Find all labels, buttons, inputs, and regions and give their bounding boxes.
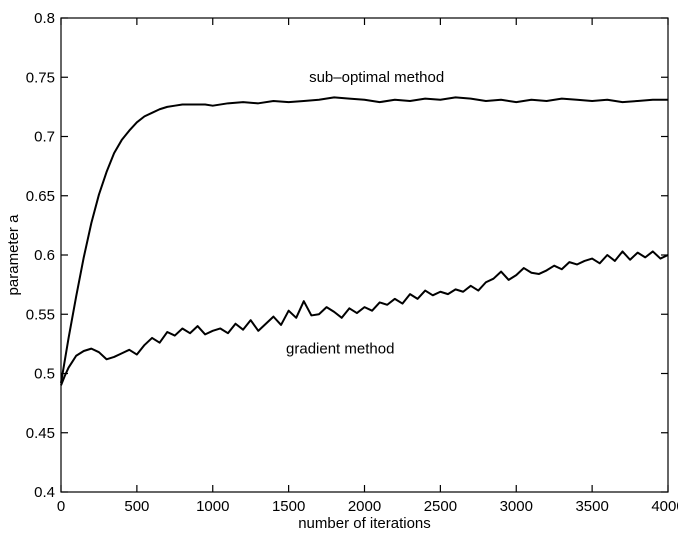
y-tick-label: 0.65 <box>26 188 55 205</box>
x-tick-label: 3500 <box>575 498 608 515</box>
series-line-1 <box>60 96 668 384</box>
plot-area <box>60 17 669 493</box>
y-tick-label: 0.55 <box>26 306 55 323</box>
x-axis-label: number of iterations <box>298 515 431 532</box>
y-tick-label: 0.5 <box>34 366 55 383</box>
y-axis-label: parameter a <box>5 214 22 296</box>
y-tick-label: 0.45 <box>26 425 55 442</box>
series-line-2 <box>60 250 669 386</box>
y-tick-label: 0.8 <box>34 10 55 27</box>
annotation-2: gradient method <box>286 340 394 357</box>
annotation-1: sub–optimal method <box>309 69 444 86</box>
series-layer <box>60 96 669 386</box>
x-tick-label: 1500 <box>272 498 305 515</box>
x-tick-label: 3000 <box>500 498 533 515</box>
y-tick-label: 0.7 <box>34 129 55 146</box>
y-tick-label: 0.75 <box>26 69 55 86</box>
x-tick-label: 2000 <box>348 498 381 515</box>
x-tick-label: 0 <box>57 498 65 515</box>
y-tick-label: 0.4 <box>34 484 55 501</box>
x-tick-label: 1000 <box>196 498 229 515</box>
y-tick-label: 0.6 <box>34 247 55 264</box>
x-tick-label: 2500 <box>424 498 457 515</box>
x-tick-label: 500 <box>124 498 149 515</box>
annotations: sub–optimal method gradient method <box>286 69 444 357</box>
